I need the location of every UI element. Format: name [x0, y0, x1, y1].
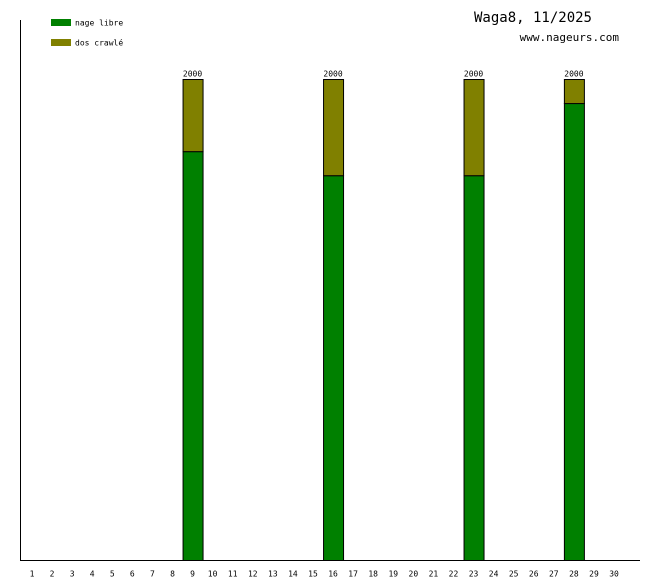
x-tick-label: 27: [549, 570, 559, 579]
x-tick-label: 29: [589, 570, 599, 579]
bar-segment: [463, 175, 485, 561]
x-tick-label: 13: [268, 570, 278, 579]
bar-total-label: 2000: [564, 70, 583, 79]
bar-segment: [323, 175, 345, 561]
x-tick-label: 3: [70, 570, 75, 579]
bar-total-label: 2000: [183, 70, 202, 79]
x-tick-label: 9: [190, 570, 195, 579]
x-tick-label: 19: [388, 570, 398, 579]
legend-swatch: [51, 39, 71, 46]
x-tick-label: 25: [509, 570, 519, 579]
x-tick-label: 23: [469, 570, 479, 579]
x-tick-label: 6: [130, 570, 135, 579]
x-tick-label: 26: [529, 570, 539, 579]
x-tick-label: 14: [288, 570, 298, 579]
bar-segment: [463, 79, 485, 177]
x-tick-label: 22: [449, 570, 459, 579]
bar-segment: [182, 151, 204, 561]
x-tick-label: 4: [90, 570, 95, 579]
x-tick-label: 7: [150, 570, 155, 579]
legend-swatch: [51, 19, 71, 26]
x-tick-label: 21: [429, 570, 439, 579]
x-tick-label: 10: [208, 570, 218, 579]
legend-label: dos crawlé: [75, 38, 123, 48]
chart-title: Waga8, 11/2025: [474, 10, 592, 26]
x-tick-label: 11: [228, 570, 238, 579]
x-tick-label: 2: [50, 570, 55, 579]
x-tick-label: 8: [170, 570, 175, 579]
x-tick-label: 20: [409, 570, 419, 579]
bar-segment: [563, 103, 585, 562]
x-tick-label: 17: [348, 570, 358, 579]
x-tick-label: 18: [368, 570, 378, 579]
legend-label: nage libre: [75, 19, 123, 28]
x-tick-label: 1: [30, 570, 35, 579]
bar-segment: [563, 79, 585, 105]
bar-total-label: 2000: [464, 70, 483, 79]
x-tick-label: 15: [308, 570, 318, 579]
bar-segment: [182, 79, 204, 153]
x-tick-label: 16: [328, 570, 338, 579]
x-tick-label: 12: [248, 570, 258, 579]
x-tick-label: 5: [110, 570, 115, 579]
x-tick-label: 28: [569, 570, 579, 579]
bar-total-label: 2000: [323, 70, 342, 79]
bar-segment: [323, 79, 345, 177]
x-tick-label: 24: [489, 570, 499, 579]
chart-subtitle: www.nageurs.com: [520, 31, 620, 44]
x-tick-label: 30: [609, 570, 619, 579]
